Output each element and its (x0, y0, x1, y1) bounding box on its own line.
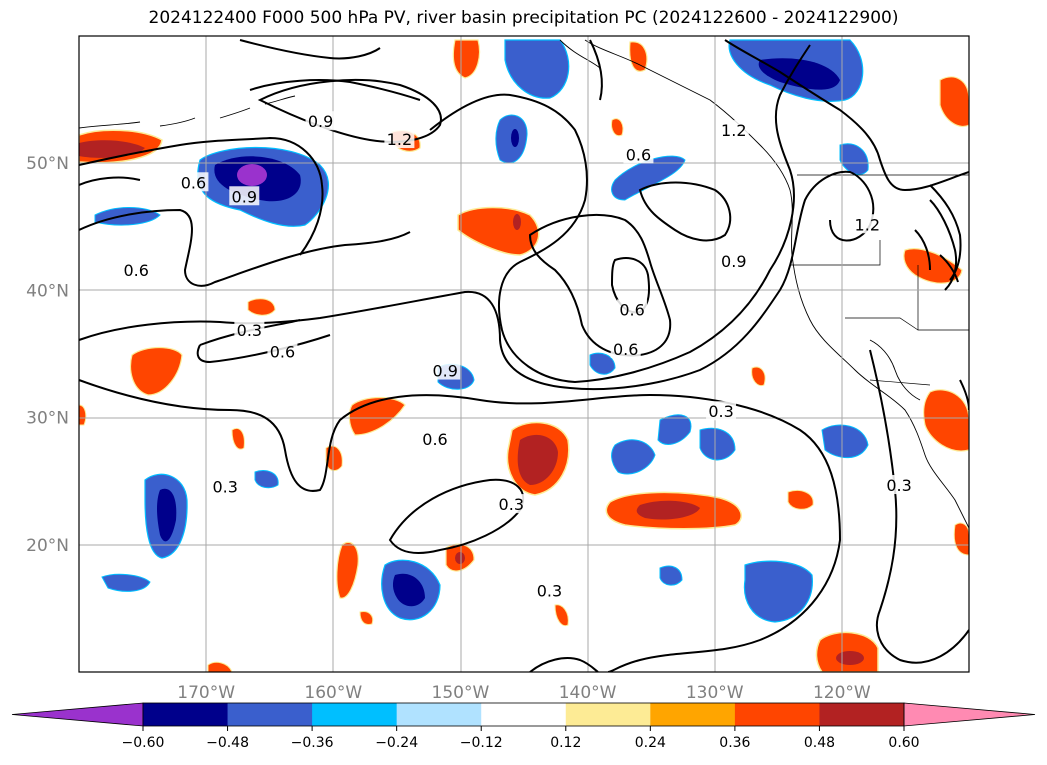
svg-text:0.6: 0.6 (181, 173, 206, 192)
colorbar-segment (481, 703, 567, 726)
svg-text:0.9: 0.9 (308, 112, 333, 131)
figure-title: 2024122400 F000 500 hPa PV, river basin … (148, 8, 899, 28)
contour-label: 0.6 (267, 341, 298, 361)
svg-text:0.6: 0.6 (422, 430, 447, 449)
svg-text:0.3: 0.3 (708, 402, 733, 421)
lat-tick-label: 20°N (26, 536, 69, 556)
colorbar-extend-low (11, 702, 144, 727)
colorbar-segment (734, 703, 820, 726)
contour-label: 0.6 (178, 172, 209, 192)
contour-label: 0.9 (305, 111, 336, 131)
colorbar-tick-label: 0.48 (804, 735, 835, 751)
contour-label: 0.3 (210, 476, 241, 496)
svg-text:1.2: 1.2 (721, 121, 746, 140)
lon-tick-label: 130°W (686, 683, 744, 703)
contour-label: 0.3 (234, 319, 265, 340)
contour-label: 0.3 (884, 475, 915, 495)
political-borders (790, 174, 969, 386)
colorbar-tick-label: −0.24 (375, 735, 418, 751)
svg-text:0.6: 0.6 (613, 340, 638, 359)
svg-text:1.2: 1.2 (855, 215, 880, 234)
svg-text:0.9: 0.9 (232, 187, 257, 206)
precipitation-shading (79, 39, 969, 672)
contour-label: 1.2 (718, 120, 749, 140)
colorbar-tick-label: 0.24 (635, 735, 666, 751)
lon-tick-label: 120°W (813, 683, 871, 703)
svg-text:0.3: 0.3 (237, 321, 262, 340)
longitude-tick-labels: 170°W 160°W 150°W 140°W 130°W 120°W (177, 683, 871, 703)
lon-tick-label: 160°W (304, 683, 362, 703)
svg-text:0.3: 0.3 (212, 477, 237, 496)
negative-anomaly-areas (94, 39, 869, 623)
contour-label: 0.6 (610, 338, 641, 359)
contour-label: 0.9 (718, 251, 749, 271)
colorbar-tick-label: 0.36 (719, 735, 750, 751)
contour-label: 0.3 (496, 494, 527, 514)
colorbar-tick-label: −0.60 (122, 735, 165, 751)
svg-text:0.9: 0.9 (721, 252, 746, 271)
coastlines (79, 39, 969, 529)
contour-label: 0.6 (623, 144, 654, 164)
svg-text:0.9: 0.9 (432, 362, 457, 381)
lat-tick-label: 50°N (26, 154, 69, 174)
contour-label: 0.6 (420, 429, 450, 449)
contour-label: 0.6 (121, 260, 152, 280)
colorbar-tick-label: −0.48 (206, 735, 249, 751)
svg-text:0.6: 0.6 (270, 342, 295, 361)
colorbar-tick-label: −0.36 (291, 735, 334, 751)
contour-label: 0.9 (229, 186, 260, 206)
lat-tick-label: 40°N (26, 281, 69, 301)
lon-tick-label: 150°W (432, 683, 490, 703)
colorbar-segment (565, 703, 651, 726)
contour-label: 0.3 (706, 401, 737, 421)
colorbar-tick-label: 0.60 (888, 735, 919, 751)
latitude-tick-labels: 50°N 40°N 30°N 20°N (26, 154, 69, 556)
colorbar: −0.60 −0.48 −0.36 −0.24 −0.12 0.12 0.24 0.36 0.4… (11, 702, 1036, 751)
lon-tick-label: 170°W (177, 683, 235, 703)
colorbar-tick-label: 0.12 (550, 735, 581, 751)
lon-tick-label: 140°W (559, 683, 617, 703)
svg-text:0.3: 0.3 (499, 495, 524, 514)
colorbar-segment (312, 703, 398, 726)
colorbar-tick-label: −0.12 (460, 735, 503, 751)
map-frame (78, 35, 970, 673)
contour-label: 0.9 (430, 360, 461, 381)
contour-labels: 0.6 0.6 0.6 0.6 0.6 0.6 0.6 0.9 0.9 0.9 0.9 1.2 1.2 1… (121, 111, 915, 601)
contour-label: 1.2 (384, 129, 415, 149)
contour-label: 0.3 (534, 580, 565, 601)
svg-text:0.3: 0.3 (886, 476, 911, 495)
pv-contours (79, 39, 969, 672)
svg-text:1.2: 1.2 (387, 130, 412, 149)
colorbar-segment (396, 703, 482, 726)
contour-label: 1.2 (852, 214, 883, 234)
svg-text:0.6: 0.6 (123, 261, 148, 280)
colorbar-segment (819, 703, 905, 726)
colorbar-segment (650, 703, 736, 726)
colorbar-extend-high (903, 702, 1036, 727)
lat-tick-label: 30°N (26, 409, 69, 429)
svg-text:0.6: 0.6 (626, 145, 651, 164)
contour-label: 0.6 (617, 299, 648, 319)
colorbar-segment (143, 703, 229, 726)
colorbar-segment (227, 703, 313, 726)
svg-text:0.6: 0.6 (619, 300, 644, 319)
svg-text:0.3: 0.3 (537, 582, 562, 601)
